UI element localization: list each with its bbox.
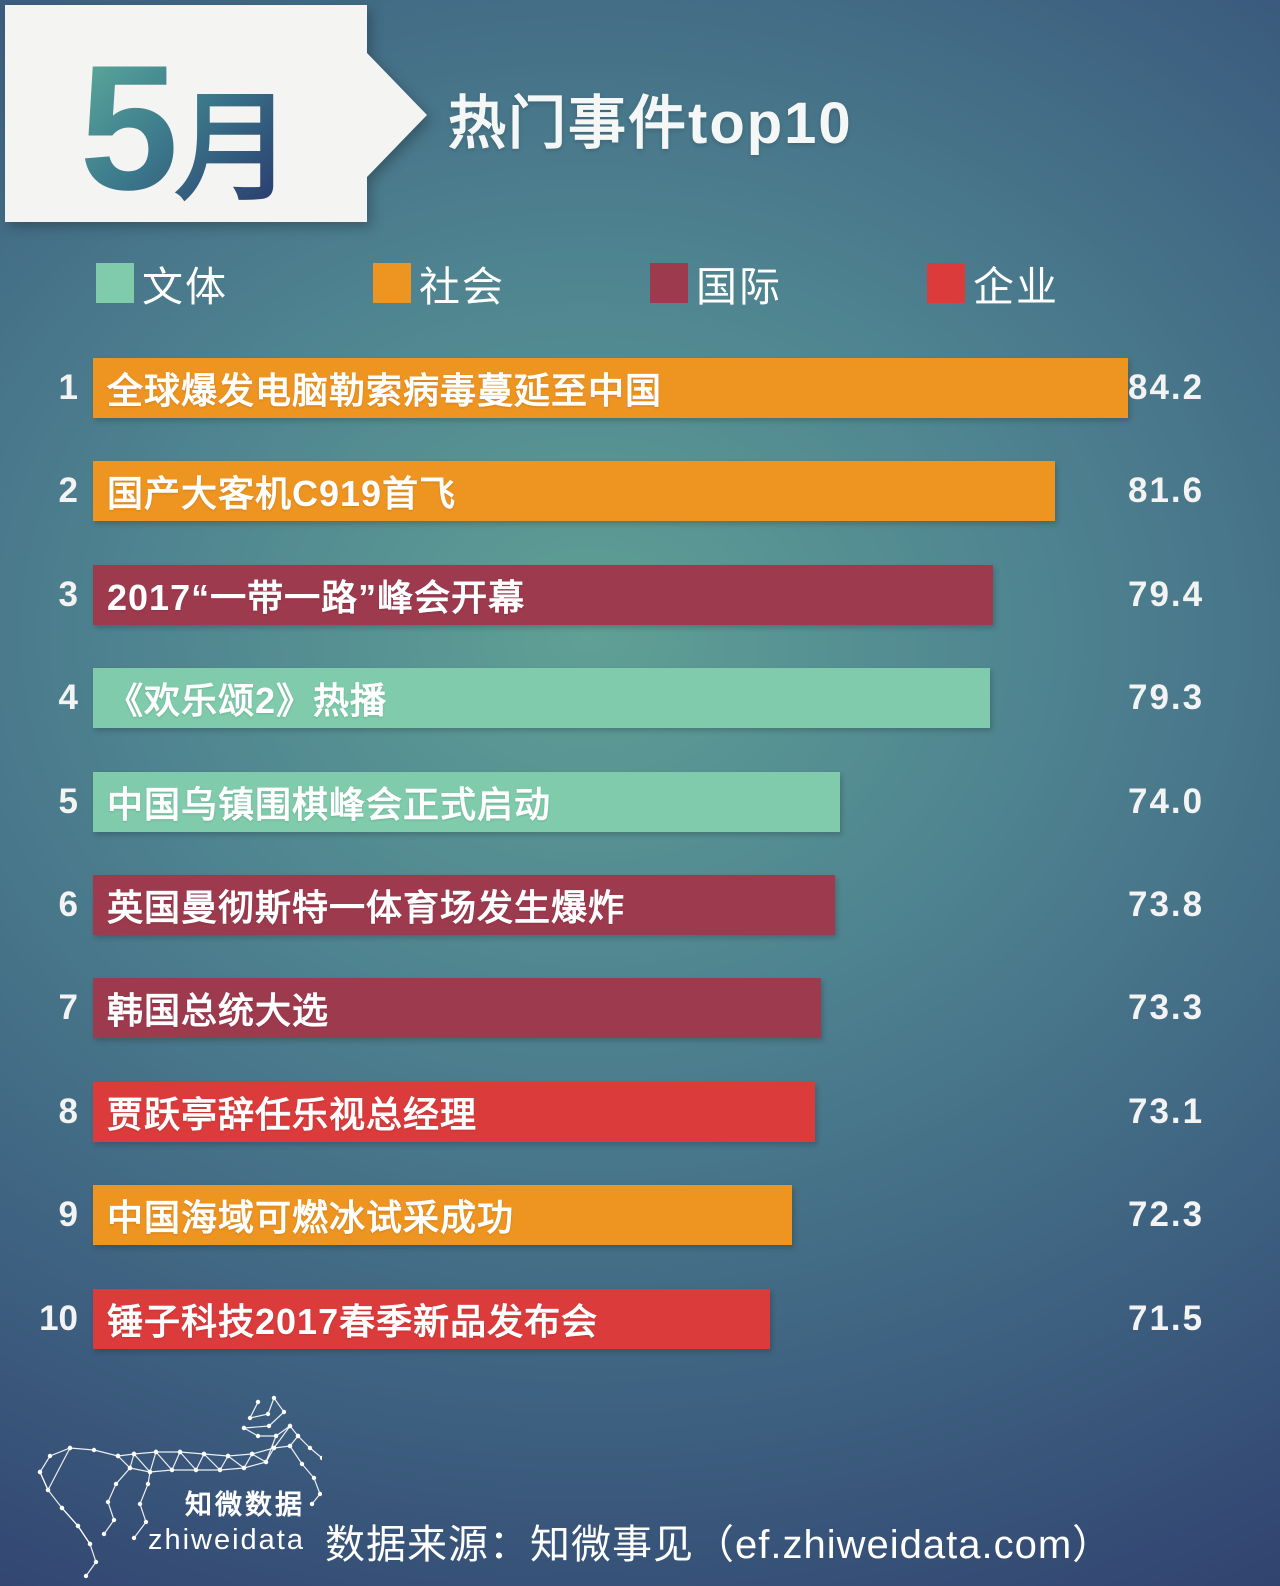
- month-text: 5月: [79, 43, 292, 222]
- rank-number: 5: [58, 781, 78, 821]
- logo-subtitle: zhiweidata: [147, 1524, 305, 1556]
- event-title: 贾跃亭辞任乐视总经理: [107, 1093, 478, 1135]
- rank-number: 4: [58, 678, 78, 718]
- bar-row: 3 2017“一带一路”峰会开幕 79.4: [0, 564, 1280, 625]
- legend-label: 企业: [973, 264, 1059, 310]
- event-value: 71.5: [1128, 1298, 1205, 1338]
- bar-row: 5 中国乌镇围棋峰会正式启动 74.0: [0, 771, 1280, 832]
- bar-row: 6 英国曼彻斯特一体育场发生爆炸 73.8: [0, 874, 1280, 935]
- event-value: 73.8: [1128, 884, 1205, 924]
- month-unit: 月: [174, 82, 293, 215]
- legend-label: 国际: [696, 264, 782, 310]
- event-bar: 《欢乐颂2》热播: [93, 668, 990, 729]
- legend: 文体 社会 国际 企业: [96, 253, 1226, 313]
- event-title: 中国海域可燃冰试采成功: [107, 1197, 515, 1239]
- rank-number: 2: [58, 471, 78, 511]
- event-value: 74.0: [1128, 781, 1205, 821]
- event-title: 中国乌镇围棋峰会正式启动: [107, 783, 552, 825]
- bar-row: 9 中国海域可燃冰试采成功 72.3: [0, 1185, 1280, 1246]
- bar-row: 2 国产大客机C919首飞 81.6: [0, 461, 1280, 522]
- event-value: 73.3: [1128, 988, 1205, 1028]
- rank-number: 10: [39, 1298, 78, 1338]
- legend-label: 文体: [142, 264, 228, 310]
- rank-number: 7: [58, 988, 78, 1028]
- legend-label: 社会: [419, 264, 505, 310]
- event-title: 英国曼彻斯特一体育场发生爆炸: [107, 886, 626, 928]
- event-bar: 2017“一带一路”峰会开幕: [93, 564, 993, 625]
- rank-number: 3: [58, 574, 78, 614]
- month-number: 5: [79, 27, 175, 227]
- zhiweidata-logo-cat: [37, 1395, 322, 1579]
- event-title: 国产大客机C919首飞: [107, 473, 457, 515]
- month-panel: 5月: [5, 5, 427, 222]
- logo-title: 知微数据: [185, 1490, 305, 1520]
- bar-chart: 1 全球爆发电脑勒索病毒蔓延至中国 84.2 2 国产大客机C919首飞 81.…: [0, 358, 1280, 1392]
- event-bar: 韩国总统大选: [93, 978, 821, 1039]
- event-bar: 中国海域可燃冰试采成功: [93, 1185, 793, 1246]
- event-bar: 贾跃亭辞任乐视总经理: [93, 1081, 815, 1142]
- legend-item: 国际: [650, 253, 927, 313]
- bar-row: 1 全球爆发电脑勒索病毒蔓延至中国 84.2: [0, 358, 1280, 418]
- rank-number: 8: [58, 1091, 78, 1131]
- event-value: 84.2: [1128, 368, 1205, 407]
- event-value: 81.6: [1128, 471, 1205, 511]
- data-source-text: 数据来源：知微事见（ef.zhiweidata.com）: [325, 1523, 1114, 1567]
- event-value: 79.3: [1128, 678, 1205, 718]
- event-value: 73.1: [1128, 1091, 1205, 1131]
- arrow-right-icon: [367, 53, 427, 177]
- rank-number: 1: [58, 368, 78, 407]
- legend-swatch: [373, 263, 411, 303]
- bar-row: 7 韩国总统大选 73.3: [0, 978, 1280, 1039]
- event-bar: 国产大客机C919首飞: [93, 461, 1055, 522]
- event-bar: 全球爆发电脑勒索病毒蔓延至中国: [93, 358, 1128, 418]
- rank-number: 6: [58, 884, 78, 924]
- legend-swatch: [96, 263, 134, 303]
- legend-item: 文体: [96, 253, 373, 313]
- legend-item: 社会: [373, 253, 650, 313]
- event-bar: 中国乌镇围棋峰会正式启动: [93, 771, 841, 832]
- event-bar: 锤子科技2017春季新品发布会: [93, 1288, 770, 1349]
- page-title: 热门事件top10: [448, 91, 853, 156]
- rank-number: 9: [58, 1195, 78, 1235]
- event-title: 2017“一带一路”峰会开幕: [107, 576, 526, 618]
- event-value: 72.3: [1128, 1195, 1205, 1235]
- legend-swatch: [927, 263, 965, 303]
- bar-row: 4 《欢乐颂2》热播 79.3: [0, 668, 1280, 729]
- event-title: 韩国总统大选: [107, 990, 330, 1032]
- event-title: 《欢乐颂2》热播: [107, 680, 388, 722]
- event-title: 锤子科技2017春季新品发布会: [107, 1300, 599, 1342]
- legend-item: 企业: [927, 253, 1204, 313]
- event-title: 全球爆发电脑勒索病毒蔓延至中国: [107, 370, 663, 411]
- legend-swatch: [650, 263, 688, 303]
- logo-text: 知微数据 zhiweidata: [130, 1483, 305, 1557]
- bar-row: 10 锤子科技2017春季新品发布会 71.5: [0, 1288, 1280, 1349]
- event-bar: 英国曼彻斯特一体育场发生爆炸: [93, 874, 835, 935]
- event-value: 79.4: [1128, 574, 1205, 614]
- bar-row: 8 贾跃亭辞任乐视总经理 73.1: [0, 1081, 1280, 1142]
